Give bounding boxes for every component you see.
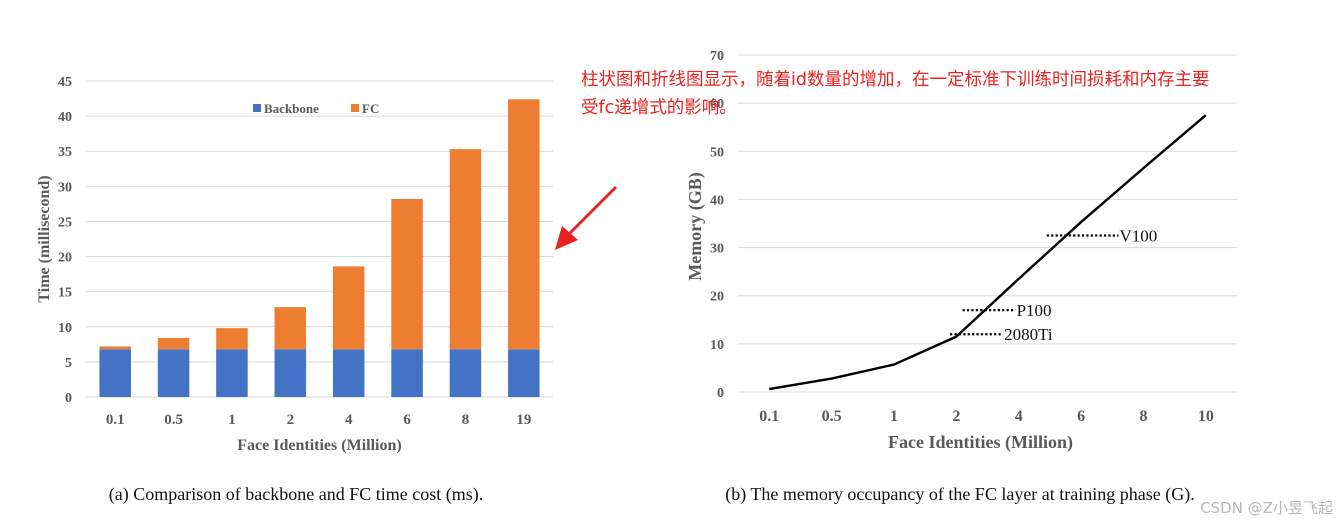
legend-swatch — [253, 104, 261, 112]
annotation-line-1: 柱状图和折线图显示，随着id数量的增加，在一定标准下训练时间损耗和内存主要 — [581, 70, 1210, 90]
x-tick-label: 0.1 — [759, 408, 779, 425]
annotation-text: 柱状图和折线图显示，随着id数量的增加，在一定标准下训练时间损耗和内存主要 受f… — [581, 66, 1341, 122]
y-tick-label: 40 — [710, 193, 724, 208]
legend-label: FC — [362, 101, 379, 116]
bar-fc — [216, 328, 248, 350]
annotation-line-2: 受fc递增式的影响。 — [581, 98, 737, 118]
y-tick-label: 50 — [710, 145, 724, 160]
reference-label: V100 — [1119, 227, 1157, 246]
arrow-shaft — [566, 185, 618, 237]
y-tick-label: 35 — [58, 145, 72, 160]
y-tick-label: 40 — [58, 110, 72, 125]
caption-a: (a) Comparison of backbone and FC time c… — [109, 484, 483, 505]
x-tick-label: 6 — [403, 412, 411, 428]
y-tick-label: 15 — [58, 286, 72, 301]
x-tick-label: 0.5 — [164, 412, 183, 428]
bar-backbone — [508, 349, 540, 397]
chart-a: 0 5 10 15 20 25 30 35 40 45 0.1 0.5 1 2 4 6 8 19 Face Iden… — [36, 75, 553, 505]
legend-label: Backbone — [264, 101, 319, 116]
x-tick-label: 0.1 — [106, 412, 125, 428]
y-tick-label: 25 — [58, 215, 72, 230]
y-tick-label: 60 — [710, 97, 724, 112]
bar-backbone — [99, 349, 131, 397]
x-tick-label: 2 — [952, 408, 960, 425]
bar-fc — [508, 99, 540, 350]
y-tick-label: 30 — [58, 180, 72, 195]
x-tick-label: 4 — [345, 412, 353, 428]
bar-fc — [391, 198, 423, 350]
y-axis-label: Time (millisecond) — [36, 175, 53, 302]
reference-label: 2080Ti — [1004, 325, 1053, 344]
y-tick-label: 0 — [65, 391, 72, 406]
x-tick-label: 1 — [890, 408, 898, 425]
x-tick-label: 8 — [1139, 408, 1147, 425]
x-tick-label: 6 — [1077, 408, 1085, 425]
y-tick-label: 0 — [717, 386, 724, 401]
bar-fc — [449, 149, 482, 350]
y-tick-label: 70 — [710, 49, 724, 64]
reference-label: P100 — [1017, 301, 1052, 320]
x-axis-label: Face Identities (Million) — [237, 437, 401, 454]
y-tick-label: 10 — [710, 338, 724, 353]
bar-backbone — [391, 349, 423, 397]
y-tick-label: 45 — [58, 75, 72, 90]
arrow-head — [555, 226, 578, 250]
caption-b: (b) The memory occupancy of the FC layer… — [725, 484, 1195, 505]
bar-backbone — [274, 349, 307, 397]
x-tick-label: 10 — [1198, 408, 1214, 425]
y-tick-label: 10 — [58, 321, 72, 336]
legend-swatch — [351, 104, 359, 112]
x-tick-label: 1 — [228, 412, 236, 428]
x-tick-label: 2 — [287, 412, 295, 428]
bar-backbone — [157, 349, 190, 397]
memory-line — [768, 114, 1207, 391]
bar-backbone — [216, 349, 248, 397]
y-tick-label: 20 — [58, 251, 72, 266]
x-tick-label: 4 — [1015, 408, 1023, 425]
y-tick-label: 20 — [710, 290, 724, 305]
bar-fc — [274, 307, 307, 350]
bar-fc — [157, 338, 190, 350]
y-axis-label: Memory (GB) — [685, 172, 706, 280]
watermark: CSDN @Z小昱飞起 — [1200, 499, 1333, 517]
y-tick-label: 5 — [65, 356, 72, 371]
annotation-arrow — [555, 185, 618, 250]
x-tick-label: 8 — [462, 412, 470, 428]
bar-backbone — [449, 349, 482, 397]
bar-backbone — [332, 349, 365, 397]
y-tick-label: 30 — [710, 242, 724, 257]
bar-fc — [99, 346, 131, 350]
x-tick-label: 0.5 — [822, 408, 842, 425]
x-axis-label: Face Identities (Million) — [888, 432, 1073, 453]
bar-fc — [332, 266, 365, 350]
chart-b: 0 10 20 30 40 50 60 70 0.1 0.5 1 2 4 6 8 10 V100 P100 2080… — [685, 49, 1237, 505]
x-tick-label: 19 — [516, 412, 531, 428]
